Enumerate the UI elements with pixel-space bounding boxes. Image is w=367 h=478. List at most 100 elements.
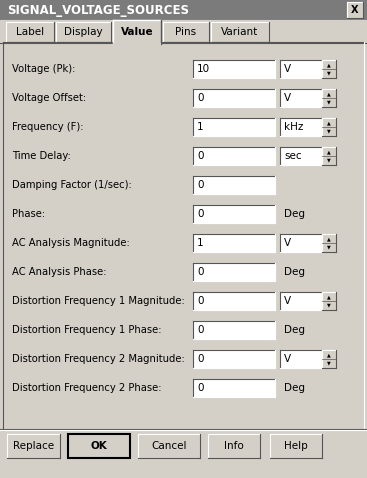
Text: Phase:: Phase: — [12, 209, 45, 219]
Text: SIGNAL_VOLTAGE_SOURCES: SIGNAL_VOLTAGE_SOURCES — [7, 3, 189, 17]
Bar — [193, 205, 275, 223]
Bar — [193, 321, 275, 339]
Bar — [6, 22, 54, 42]
Text: Deg: Deg — [284, 209, 305, 219]
Text: OK: OK — [91, 441, 108, 451]
Bar — [280, 89, 322, 107]
Bar — [280, 118, 322, 136]
Text: Display: Display — [64, 27, 103, 37]
Text: ▲: ▲ — [327, 294, 331, 299]
Text: ▼: ▼ — [327, 303, 331, 308]
Bar — [163, 22, 209, 42]
Bar — [322, 147, 336, 165]
Text: Label: Label — [16, 27, 44, 37]
Text: Voltage Offset:: Voltage Offset: — [12, 93, 86, 103]
Text: 0: 0 — [197, 209, 203, 219]
Text: X: X — [351, 5, 359, 15]
Text: Variant: Variant — [221, 27, 259, 37]
Bar — [138, 434, 200, 458]
Text: Time Delay:: Time Delay: — [12, 151, 71, 161]
Text: 1: 1 — [197, 122, 204, 132]
Bar — [68, 434, 130, 458]
Bar — [0, 20, 367, 44]
Bar — [322, 292, 336, 310]
Text: ▼: ▼ — [327, 360, 331, 366]
Bar — [322, 89, 336, 107]
Bar — [347, 2, 363, 18]
Text: Distortion Frequency 2 Magnitude:: Distortion Frequency 2 Magnitude: — [12, 354, 185, 364]
Text: 10: 10 — [197, 64, 210, 74]
Bar — [280, 350, 322, 368]
Bar — [7, 434, 60, 458]
Text: Distortion Frequency 2 Phase:: Distortion Frequency 2 Phase: — [12, 383, 161, 393]
Text: 0: 0 — [197, 296, 203, 306]
Text: ▲: ▲ — [327, 62, 331, 67]
Text: ▲: ▲ — [327, 120, 331, 125]
Text: Replace: Replace — [13, 441, 54, 451]
Bar — [193, 379, 275, 397]
Text: Deg: Deg — [284, 267, 305, 277]
Text: Distortion Frequency 1 Magnitude:: Distortion Frequency 1 Magnitude: — [12, 296, 185, 306]
Text: Help: Help — [284, 441, 308, 451]
Text: V: V — [284, 238, 291, 248]
Bar — [193, 60, 275, 78]
Bar — [322, 350, 336, 368]
Text: Info: Info — [224, 441, 244, 451]
Text: 0: 0 — [197, 93, 203, 103]
Bar — [193, 89, 275, 107]
Text: V: V — [284, 93, 291, 103]
Text: kHz: kHz — [284, 122, 304, 132]
Bar — [280, 234, 322, 252]
Text: Deg: Deg — [284, 383, 305, 393]
Text: Frequency (F):: Frequency (F): — [12, 122, 84, 132]
Text: Damping Factor (1/sec):: Damping Factor (1/sec): — [12, 180, 132, 190]
Bar — [208, 434, 260, 458]
Text: ▲: ▲ — [327, 236, 331, 241]
Text: ▼: ▼ — [327, 99, 331, 105]
Bar — [0, 0, 367, 20]
Text: Cancel: Cancel — [151, 441, 187, 451]
Bar — [280, 147, 322, 165]
Bar — [270, 434, 322, 458]
Text: V: V — [284, 296, 291, 306]
Bar — [68, 434, 130, 458]
Text: ▲: ▲ — [327, 91, 331, 97]
Text: AC Analysis Phase:: AC Analysis Phase: — [12, 267, 106, 277]
Text: 0: 0 — [197, 383, 203, 393]
Text: 0: 0 — [197, 267, 203, 277]
Bar — [211, 22, 269, 42]
Bar — [280, 292, 322, 310]
Bar — [193, 350, 275, 368]
Text: Deg: Deg — [284, 325, 305, 335]
Text: ▼: ▼ — [327, 158, 331, 163]
Text: V: V — [284, 64, 291, 74]
Bar — [113, 20, 161, 44]
Bar — [193, 118, 275, 136]
Bar — [3, 42, 364, 430]
Text: 0: 0 — [197, 151, 203, 161]
Bar — [322, 118, 336, 136]
Text: 1: 1 — [197, 238, 204, 248]
Text: ▼: ▼ — [327, 245, 331, 250]
Text: ▲: ▲ — [327, 352, 331, 358]
Text: Value: Value — [121, 27, 153, 37]
Text: ▼: ▼ — [327, 71, 331, 76]
Text: AC Analysis Magnitude:: AC Analysis Magnitude: — [12, 238, 130, 248]
Bar — [193, 263, 275, 281]
Bar — [193, 292, 275, 310]
Bar — [193, 147, 275, 165]
Text: 0: 0 — [197, 354, 203, 364]
Text: Distortion Frequency 1 Phase:: Distortion Frequency 1 Phase: — [12, 325, 161, 335]
Text: Pins: Pins — [175, 27, 197, 37]
Text: V: V — [284, 354, 291, 364]
Bar — [56, 22, 111, 42]
Text: ▲: ▲ — [327, 149, 331, 154]
Bar — [280, 60, 322, 78]
Text: ▼: ▼ — [327, 129, 331, 134]
Text: 0: 0 — [197, 180, 203, 190]
Bar — [322, 60, 336, 78]
Bar — [322, 234, 336, 252]
Bar — [193, 234, 275, 252]
Text: sec: sec — [284, 151, 302, 161]
Bar — [193, 176, 275, 194]
